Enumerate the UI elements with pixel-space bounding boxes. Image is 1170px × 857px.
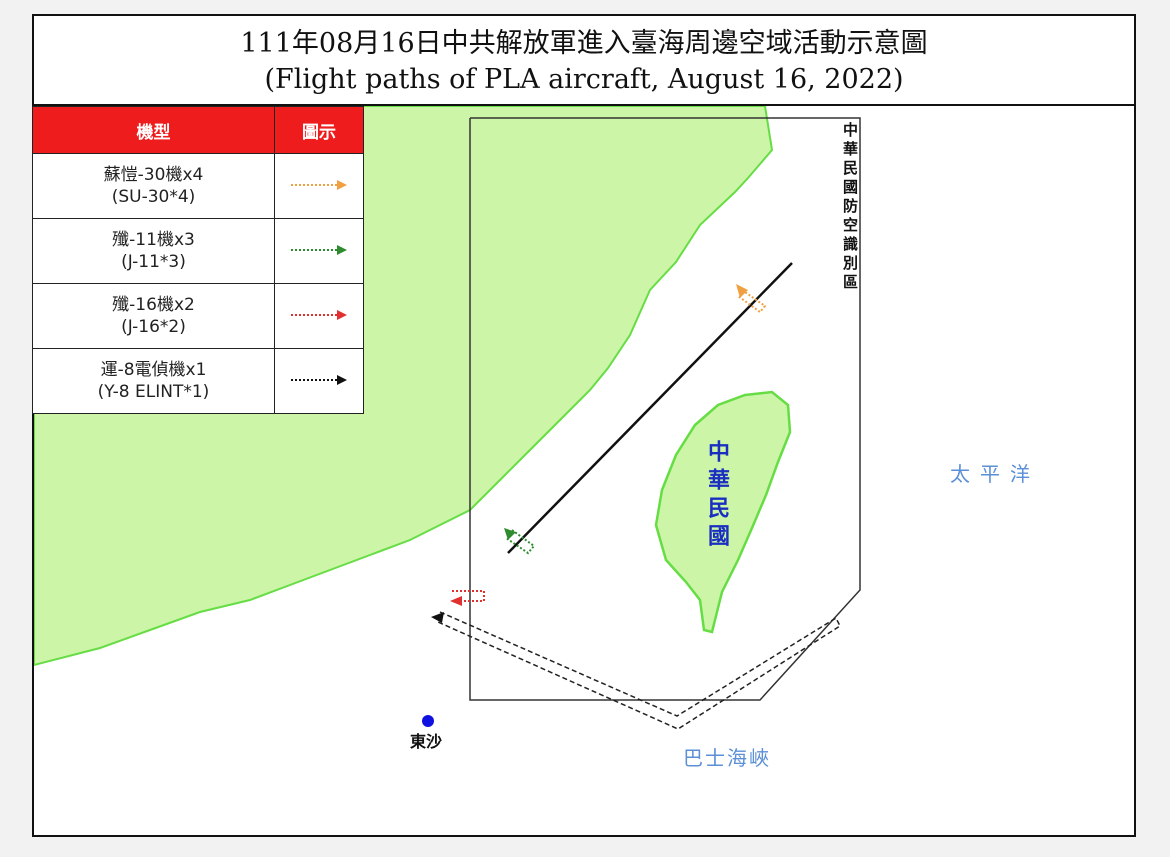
median-line — [507, 262, 793, 554]
title-english: (Flight paths of PLA aircraft, August 16… — [264, 64, 904, 95]
aircraft-name-zh: 蘇愷-30機x4 — [103, 165, 204, 185]
legend-row: 蘇愷-30機x4 (SU-30*4) — [32, 153, 364, 219]
j16-flight-path — [450, 590, 485, 606]
pacific-ocean-label: 太平洋 — [950, 462, 1040, 486]
aircraft-name-en: (SU-30*4) — [111, 187, 196, 207]
legend-row: 運-8電偵機x1 (Y-8 ELINT*1) — [32, 348, 364, 414]
aircraft-name-zh: 殲-11機x3 — [112, 230, 195, 250]
title-box: 111年08月16日中共解放軍進入臺海周邊空域活動示意圖 (Flight pat… — [32, 14, 1136, 106]
aircraft-name-zh: 運-8電偵機x1 — [100, 360, 207, 380]
dotted-arrow-icon — [291, 310, 347, 320]
legend-table: 機型 圖示 蘇愷-30機x4 (SU-30*4) 殲-11機x3 (J-11*3) … — [32, 106, 364, 414]
legend-header-symbol: 圖示 — [274, 106, 364, 154]
aircraft-name-en: (Y-8 ELINT*1) — [97, 382, 210, 402]
aircraft-name-en: (J-16*2) — [121, 317, 186, 337]
y8-flight-path — [431, 611, 841, 730]
dotted-arrow-icon — [291, 245, 347, 255]
legend-header-type: 機型 — [32, 106, 275, 154]
title-chinese: 111年08月16日中共解放軍進入臺海周邊空域活動示意圖 — [240, 28, 928, 59]
legend-row: 殲-11機x3 (J-11*3) — [32, 218, 364, 284]
dongsha-label: 東沙 — [410, 732, 443, 751]
aircraft-name-zh: 殲-16機x2 — [112, 295, 195, 315]
aircraft-name-en: (J-11*3) — [121, 252, 186, 272]
j11-flight-path — [504, 528, 536, 555]
legend-row: 殲-16機x2 (J-16*2) — [32, 283, 364, 349]
dotted-arrow-icon — [291, 375, 347, 385]
taiwan-island — [654, 390, 792, 634]
bashi-channel-label: 巴士海峽 — [683, 746, 771, 770]
adiz-label: 中華民國防空識別區 — [841, 122, 859, 293]
taiwan-label: 中華民國 — [704, 440, 729, 552]
su30-flight-path — [736, 284, 767, 314]
dotted-arrow-icon — [291, 180, 347, 190]
dongsha-marker — [422, 715, 434, 727]
